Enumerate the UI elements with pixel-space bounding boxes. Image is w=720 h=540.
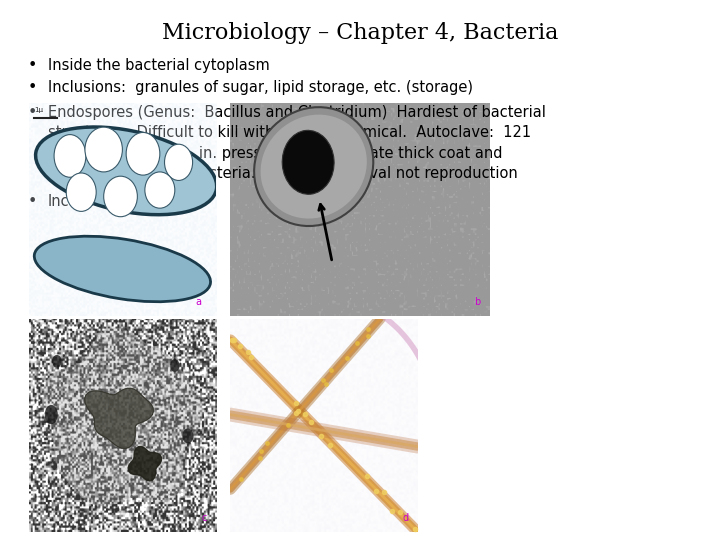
Text: •: • (28, 105, 37, 120)
Ellipse shape (104, 176, 138, 217)
Ellipse shape (45, 405, 58, 424)
Ellipse shape (85, 127, 122, 172)
Text: Inside the bacterial cytoplasm: Inside the bacterial cytoplasm (48, 58, 270, 73)
Text: Microbiology – Chapter 4, Bacteria: Microbiology – Chapter 4, Bacteria (162, 22, 558, 44)
Ellipse shape (282, 130, 334, 194)
Text: d: d (402, 514, 408, 523)
Ellipse shape (126, 132, 160, 175)
Text: •: • (28, 194, 37, 209)
Ellipse shape (35, 127, 217, 215)
Ellipse shape (52, 355, 61, 368)
Ellipse shape (170, 359, 179, 372)
Text: c: c (202, 514, 207, 523)
Text: a: a (195, 298, 201, 307)
Ellipse shape (254, 107, 373, 226)
Ellipse shape (35, 236, 210, 302)
Polygon shape (128, 447, 161, 481)
Ellipse shape (261, 114, 366, 219)
Polygon shape (85, 388, 153, 448)
Polygon shape (44, 328, 202, 506)
Ellipse shape (54, 134, 86, 177)
Text: •: • (28, 58, 37, 73)
Ellipse shape (182, 428, 194, 443)
Text: Inclusions:: Inclusions: (48, 194, 126, 209)
Ellipse shape (165, 144, 193, 180)
Text: Inclusions:  granules of sugar, lipid storage, etc. (storage): Inclusions: granules of sugar, lipid sto… (48, 80, 473, 95)
Text: 1μ: 1μ (35, 107, 43, 113)
Text: b: b (474, 298, 480, 307)
Ellipse shape (145, 172, 175, 208)
Text: Endospores (Genus:  Bacillus and Clostridium)  Hardiest of bacterial
structures.: Endospores (Genus: Bacillus and Clostrid… (48, 105, 546, 181)
Ellipse shape (66, 173, 96, 211)
Text: •: • (28, 80, 37, 95)
